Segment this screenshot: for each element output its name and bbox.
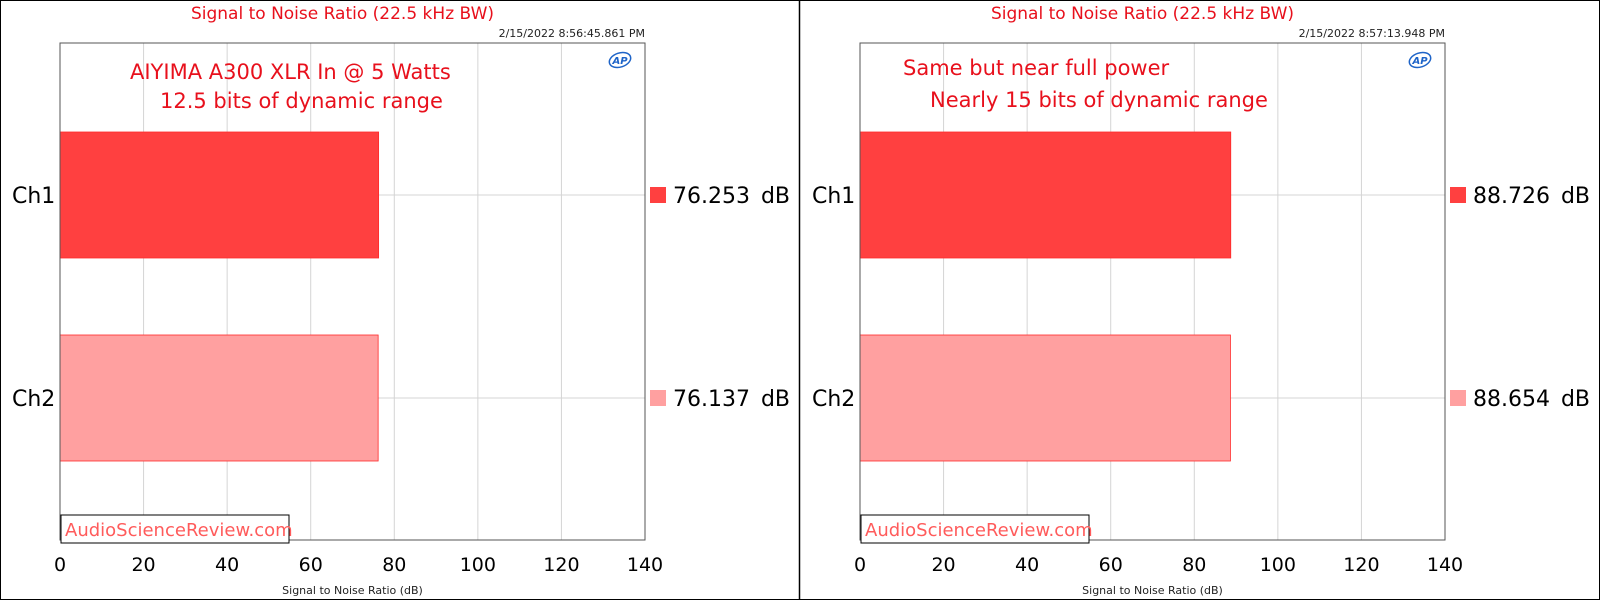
ap-logo-ring bbox=[1408, 51, 1432, 69]
annotation: 12.5 bits of dynamic range bbox=[160, 89, 443, 113]
x-tick-label: 120 bbox=[1343, 554, 1379, 576]
ap-logo-text: AP bbox=[611, 56, 628, 67]
category-label: Ch1 bbox=[12, 184, 55, 209]
x-tick-label: 140 bbox=[1427, 554, 1463, 576]
ap-logo-text: AP bbox=[1411, 56, 1428, 67]
value-label: 76.253 bbox=[673, 184, 750, 209]
x-tick-label: 40 bbox=[1015, 554, 1039, 576]
value-swatch bbox=[650, 187, 666, 203]
x-tick-label: 80 bbox=[1182, 554, 1206, 576]
watermark: AudioScienceReview.com bbox=[865, 520, 1093, 541]
value-unit: dB bbox=[1561, 387, 1590, 412]
x-tick-label: 100 bbox=[460, 554, 496, 576]
x-tick-label: 20 bbox=[131, 554, 155, 576]
plot-area bbox=[860, 43, 1445, 540]
bar-ch2 bbox=[859, 334, 1231, 462]
x-tick-label: 40 bbox=[215, 554, 239, 576]
x-tick-label: 140 bbox=[627, 554, 663, 576]
x-tick-label: 100 bbox=[1260, 554, 1296, 576]
category-label: Ch2 bbox=[812, 387, 855, 412]
x-tick-label: 80 bbox=[382, 554, 406, 576]
x-tick-label: 20 bbox=[931, 554, 955, 576]
value-swatch bbox=[1450, 187, 1466, 203]
value-swatch bbox=[1450, 390, 1466, 406]
value-unit: dB bbox=[761, 387, 790, 412]
value-label: 88.726 bbox=[1473, 184, 1550, 209]
value-swatch bbox=[650, 390, 666, 406]
x-axis-label: Signal to Noise Ratio (dB) bbox=[282, 584, 423, 597]
chart-panel-1: Signal to Noise Ratio (22.5 kHz BW) 2/15/… bbox=[12, 4, 790, 597]
x-tick-label: 120 bbox=[543, 554, 579, 576]
value-unit: dB bbox=[761, 184, 790, 209]
annotation: Nearly 15 bits of dynamic range bbox=[930, 88, 1268, 112]
value-label: 76.137 bbox=[673, 387, 750, 412]
category-label: Ch1 bbox=[812, 184, 855, 209]
timestamp: 2/15/2022 8:57:13.948 PM bbox=[1299, 27, 1445, 40]
plot-border bbox=[859, 42, 1446, 541]
value-unit: dB bbox=[1561, 184, 1590, 209]
bar-ch1 bbox=[59, 131, 380, 259]
ap-logo: AP bbox=[1408, 51, 1432, 69]
watermark-box bbox=[60, 514, 290, 544]
timestamp: 2/15/2022 8:56:45.861 PM bbox=[499, 27, 645, 40]
x-axis-label: Signal to Noise Ratio (dB) bbox=[1082, 584, 1223, 597]
chart-title: Signal to Noise Ratio (22.5 kHz BW) bbox=[991, 4, 1294, 24]
value-label: 88.654 bbox=[1473, 387, 1550, 412]
annotation: Same but near full power bbox=[903, 56, 1170, 80]
plot-border bbox=[59, 42, 646, 541]
x-tick-label: 0 bbox=[54, 554, 66, 576]
category-label: Ch2 bbox=[12, 387, 55, 412]
bar-ch2 bbox=[59, 334, 379, 462]
bar-ch1 bbox=[859, 131, 1232, 259]
x-tick-label: 0 bbox=[854, 554, 866, 576]
x-tick-label: 60 bbox=[299, 554, 323, 576]
ap-logo: AP bbox=[608, 51, 632, 69]
plot-area bbox=[60, 43, 645, 540]
watermark-box bbox=[860, 514, 1090, 544]
ap-logo-ring bbox=[608, 51, 632, 69]
chart-panel-2: Signal to Noise Ratio (22.5 kHz BW) 2/15/… bbox=[812, 4, 1590, 597]
x-tick-label: 60 bbox=[1099, 554, 1123, 576]
annotation: AIYIMA A300 XLR In @ 5 Watts bbox=[130, 60, 451, 84]
chart-title: Signal to Noise Ratio (22.5 kHz BW) bbox=[191, 4, 494, 24]
watermark: AudioScienceReview.com bbox=[65, 520, 293, 541]
